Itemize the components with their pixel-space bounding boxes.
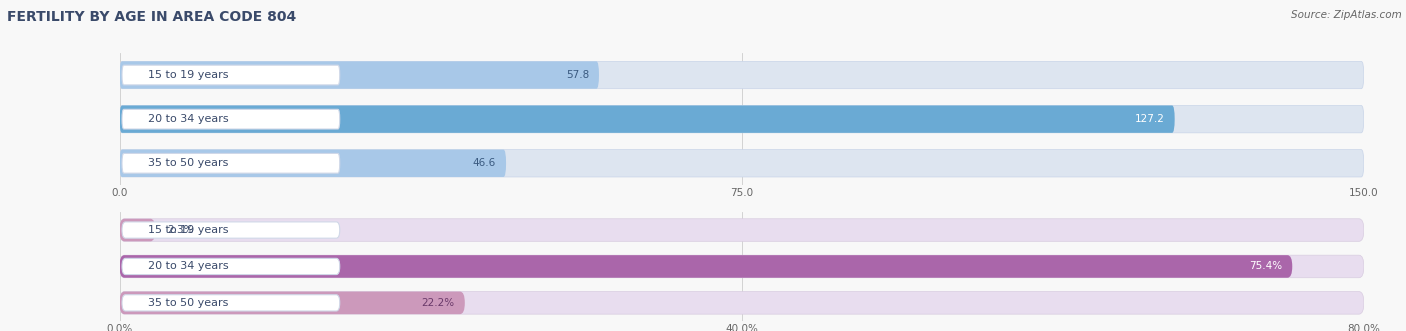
- FancyBboxPatch shape: [122, 65, 340, 85]
- Text: 57.8: 57.8: [565, 70, 589, 80]
- FancyBboxPatch shape: [120, 150, 506, 177]
- Text: 127.2: 127.2: [1135, 114, 1164, 124]
- Text: 20 to 34 years: 20 to 34 years: [148, 261, 229, 271]
- FancyBboxPatch shape: [120, 106, 1174, 133]
- FancyBboxPatch shape: [120, 292, 465, 314]
- FancyBboxPatch shape: [120, 219, 1364, 241]
- FancyBboxPatch shape: [122, 222, 340, 238]
- Text: 35 to 50 years: 35 to 50 years: [148, 298, 229, 308]
- FancyBboxPatch shape: [120, 255, 1292, 278]
- FancyBboxPatch shape: [120, 150, 1364, 177]
- FancyBboxPatch shape: [120, 219, 155, 241]
- Text: 35 to 50 years: 35 to 50 years: [148, 158, 229, 168]
- Text: 75.4%: 75.4%: [1249, 261, 1282, 271]
- FancyBboxPatch shape: [122, 258, 340, 275]
- FancyBboxPatch shape: [122, 295, 340, 311]
- FancyBboxPatch shape: [122, 154, 340, 173]
- FancyBboxPatch shape: [120, 106, 1364, 133]
- Text: 22.2%: 22.2%: [422, 298, 456, 308]
- FancyBboxPatch shape: [122, 109, 340, 129]
- Text: FERTILITY BY AGE IN AREA CODE 804: FERTILITY BY AGE IN AREA CODE 804: [7, 10, 297, 24]
- FancyBboxPatch shape: [120, 61, 1364, 89]
- Text: Source: ZipAtlas.com: Source: ZipAtlas.com: [1291, 10, 1402, 20]
- FancyBboxPatch shape: [120, 61, 599, 89]
- Text: 46.6: 46.6: [472, 158, 496, 168]
- FancyBboxPatch shape: [120, 292, 1364, 314]
- Text: 20 to 34 years: 20 to 34 years: [148, 114, 229, 124]
- Text: 15 to 19 years: 15 to 19 years: [148, 225, 229, 235]
- Text: 15 to 19 years: 15 to 19 years: [148, 70, 229, 80]
- FancyBboxPatch shape: [120, 255, 1364, 278]
- Text: 2.3%: 2.3%: [167, 225, 194, 235]
